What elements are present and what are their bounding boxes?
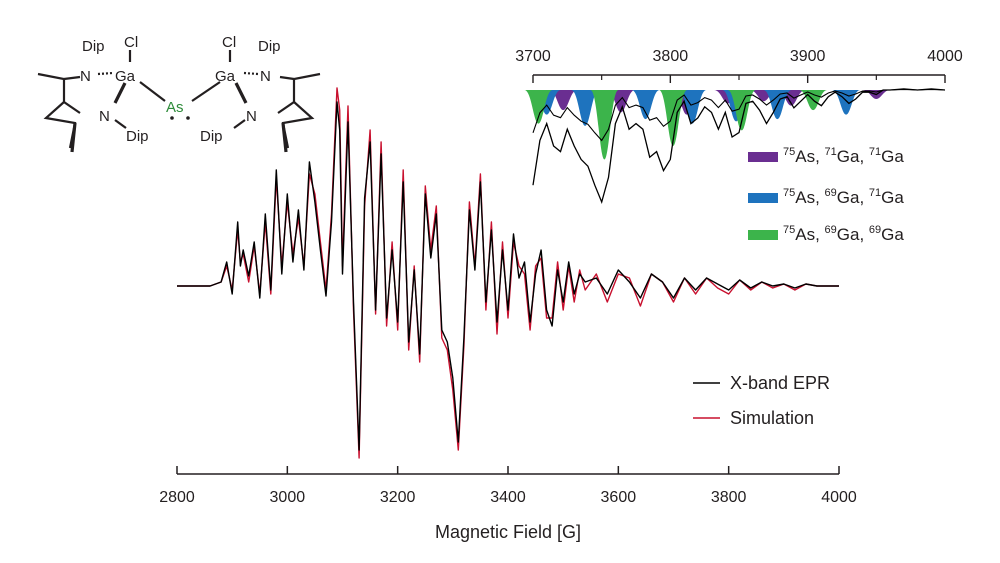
x-axis-title: Magnetic Field [G] (435, 522, 581, 542)
main-x-axis: 2800 3000 3200 3400 3600 3800 4000 (159, 466, 857, 506)
inset-fill-peak-2-0 (524, 90, 553, 124)
main-x-tick-label: 3000 (270, 489, 306, 506)
radical-dot-left (170, 116, 174, 120)
inset-fill-peak-2-2 (659, 90, 688, 146)
inset-experimental-line (532, 88, 946, 205)
mol-cl-left: Cl (124, 34, 138, 51)
left-ga-as (139, 81, 166, 102)
inset-legend-swatch-2 (748, 230, 778, 240)
main-x-tick-label: 3800 (711, 489, 747, 506)
inset-legend: 75As, 71Ga, 71Ga 75As, 69Ga, 71Ga 75As, 69… (748, 146, 904, 244)
inset-x-tick-label: 3700 (515, 48, 551, 65)
inset-fill-peak-1-1 (571, 90, 600, 126)
right-backbone (277, 72, 321, 114)
mol-n-br: N (246, 108, 257, 125)
inset-legend-label-2: 75As, 69Ga, 69Ga (783, 224, 904, 244)
inset-x-tick-label: 3900 (790, 48, 826, 65)
mol-dip-tr: Dip (258, 38, 281, 55)
mol-ga-left: Ga (115, 68, 136, 85)
inset-fill-peak-1-2 (631, 90, 660, 120)
mol-n-tl: N (80, 68, 91, 85)
left-ga-n-lower (113, 82, 127, 104)
left-backbone (37, 72, 81, 114)
left-backbone-lower (43, 101, 77, 149)
inset-legend-label-1: 75As, 69Ga, 71Ga (783, 187, 904, 207)
right-n-dip-bond (233, 119, 246, 129)
inset-fill-peak-0-0 (549, 90, 578, 111)
right-methyl (281, 122, 288, 153)
inset-fill-peak-1-6 (832, 90, 861, 115)
left-n-up (63, 75, 81, 81)
inset-x-tick-label: 4000 (927, 48, 963, 65)
inset-experimental-group (532, 88, 946, 205)
molecule-labels: Dip N Cl Ga N Dip As Cl Ga Dip N N Dip (80, 34, 281, 145)
right-ga-n-dashed (243, 71, 259, 76)
mol-as: As (166, 99, 184, 116)
inset-x-tick-label: 3800 (653, 48, 689, 65)
mol-cl-right: Cl (222, 34, 236, 51)
inset-isotopologue-chart: 3700 3800 3900 4000 75As, 71Ga, 71Ga 75As, 6… (515, 48, 963, 244)
main-epr-chart: 2800 3000 3200 3400 3600 3800 4000 Magnetic Fi… (159, 87, 857, 542)
mol-dip-tl: Dip (82, 38, 105, 55)
inset-fill-peak-2-1 (590, 90, 619, 160)
legend-label-simulation: Simulation (730, 408, 814, 428)
mol-dip-br: Dip (200, 128, 223, 145)
mol-n-bl: N (99, 108, 110, 125)
left-methyl (70, 122, 77, 153)
inset-legend-swatch-0 (748, 152, 778, 162)
main-x-tick-label: 4000 (821, 489, 857, 506)
main-x-tick-label: 3600 (601, 489, 637, 506)
main-x-tick-label: 3400 (490, 489, 526, 506)
inset-fill-peak-2-3 (727, 90, 756, 131)
mol-n-tr: N (260, 68, 271, 85)
molecule-structure (37, 50, 321, 153)
right-backbone-lower (281, 101, 315, 149)
inset-legend-label-0: 75As, 71Ga, 71Ga (783, 146, 904, 166)
series-line-x-band-epr (177, 101, 839, 451)
legend-label-epr: X-band EPR (730, 373, 830, 393)
main-legend: X-band EPR Simulation (693, 373, 830, 428)
right-n-up (279, 75, 295, 81)
mol-ga-right: Ga (215, 68, 236, 85)
left-ga-n-dashed (97, 71, 114, 76)
inset-experimental-contour (532, 88, 946, 142)
mol-dip-bl: Dip (126, 128, 149, 145)
inset-legend-swatch-1 (748, 193, 778, 203)
inset-x-axis: 3700 3800 3900 4000 (515, 48, 963, 83)
radical-dot-right (186, 116, 190, 120)
right-ga-as (191, 81, 221, 102)
main-x-tick-label: 2800 (159, 489, 195, 506)
left-n-dip-bond (114, 119, 127, 129)
main-series-group (177, 87, 839, 459)
main-x-tick-label: 3200 (380, 489, 416, 506)
series-line-simulation (177, 87, 839, 459)
right-ga-n-lower (234, 82, 248, 104)
inset-fill-peak-1-3 (678, 90, 707, 124)
